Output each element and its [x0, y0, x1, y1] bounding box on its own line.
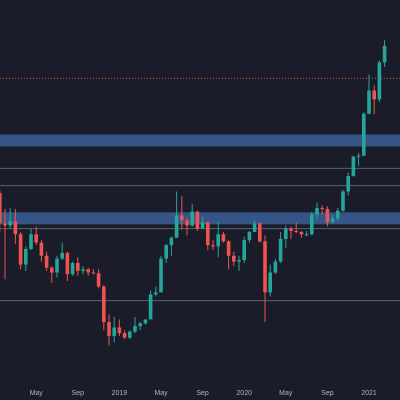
- candle-body: [44, 255, 49, 268]
- candle-body: [273, 261, 278, 273]
- candle-body: [367, 90, 371, 114]
- candle-body: [278, 238, 283, 262]
- candle-body: [242, 240, 246, 261]
- candle-body: [294, 230, 298, 232]
- candle-body: [247, 231, 252, 241]
- candle-body: [325, 208, 330, 223]
- candle-body: [91, 272, 96, 274]
- candle-body: [18, 234, 23, 265]
- candle-body: [190, 211, 194, 226]
- candle-body: [0, 193, 2, 224]
- candle-body: [154, 292, 158, 295]
- candle-body: [29, 234, 33, 249]
- candle-body: [195, 211, 200, 229]
- candle-body: [70, 263, 75, 275]
- candle-body: [3, 223, 7, 226]
- x-tick-label: 2020: [236, 390, 252, 397]
- candle-body: [39, 242, 44, 256]
- level-band: [0, 212, 400, 225]
- x-tick-label: Sep: [196, 390, 209, 397]
- candle-body: [258, 223, 262, 242]
- candle-body: [138, 323, 142, 327]
- x-tick-label: May: [154, 390, 168, 397]
- candle-body: [221, 234, 226, 242]
- candle-body: [211, 245, 215, 247]
- candle-body: [24, 248, 28, 265]
- candle-body: [216, 234, 220, 247]
- candle-body: [148, 294, 153, 320]
- candle-body: [372, 90, 376, 100]
- candle-body: [346, 175, 350, 192]
- candle-body: [284, 228, 288, 239]
- candle-body: [252, 223, 257, 232]
- candle-body: [356, 155, 361, 157]
- candle-body: [65, 253, 70, 275]
- candle-body: [330, 218, 335, 223]
- level-band: [0, 134, 400, 147]
- candle-body: [226, 241, 231, 256]
- candle-body: [200, 222, 205, 229]
- candle-body: [382, 45, 387, 63]
- x-tick-label: May: [30, 390, 44, 397]
- candle-body: [351, 156, 356, 176]
- candle-body: [112, 327, 116, 337]
- candle-body: [55, 258, 59, 273]
- candle-body: [128, 331, 132, 338]
- candle-body: [299, 231, 304, 235]
- candle-body: [169, 237, 174, 246]
- candle-body: [206, 222, 210, 246]
- candle-body: [13, 221, 18, 235]
- candle-body: [174, 215, 179, 238]
- candle-body: [237, 260, 241, 262]
- candle-body: [117, 327, 122, 334]
- candle-body: [96, 273, 101, 287]
- candle-body: [341, 191, 345, 211]
- candle-body: [336, 210, 340, 219]
- candle-body: [164, 245, 168, 259]
- candle-body: [81, 269, 85, 271]
- candle-body: [310, 214, 314, 235]
- x-tick-label: Sep: [321, 390, 334, 397]
- candle-body: [8, 221, 12, 226]
- x-tick-label: May: [279, 390, 293, 397]
- x-tick-label: 2019: [112, 390, 128, 397]
- candle-body: [34, 234, 38, 243]
- candle-body: [304, 234, 309, 236]
- candle-body: [60, 253, 64, 259]
- candle-body: [362, 113, 366, 156]
- candle-body: [289, 228, 293, 231]
- candle-body: [180, 215, 184, 221]
- candle-body: [263, 241, 267, 293]
- x-tick-label: 2021: [361, 390, 377, 397]
- candle-body: [76, 263, 80, 271]
- candle-body: [377, 62, 382, 100]
- candle-body: [185, 220, 189, 226]
- candle-body: [159, 258, 163, 293]
- candle-body: [102, 286, 106, 323]
- candle-body: [133, 326, 137, 332]
- candle-body: [268, 272, 272, 293]
- candle-body: [107, 322, 111, 337]
- candle-body: [320, 208, 324, 210]
- candle-body: [50, 267, 54, 273]
- x-tick-label: Sep: [72, 390, 85, 397]
- candle-body: [232, 255, 236, 262]
- candle-body: [315, 208, 319, 215]
- candle-body: [143, 319, 148, 324]
- candle-body: [86, 269, 90, 273]
- candle-body: [122, 333, 127, 338]
